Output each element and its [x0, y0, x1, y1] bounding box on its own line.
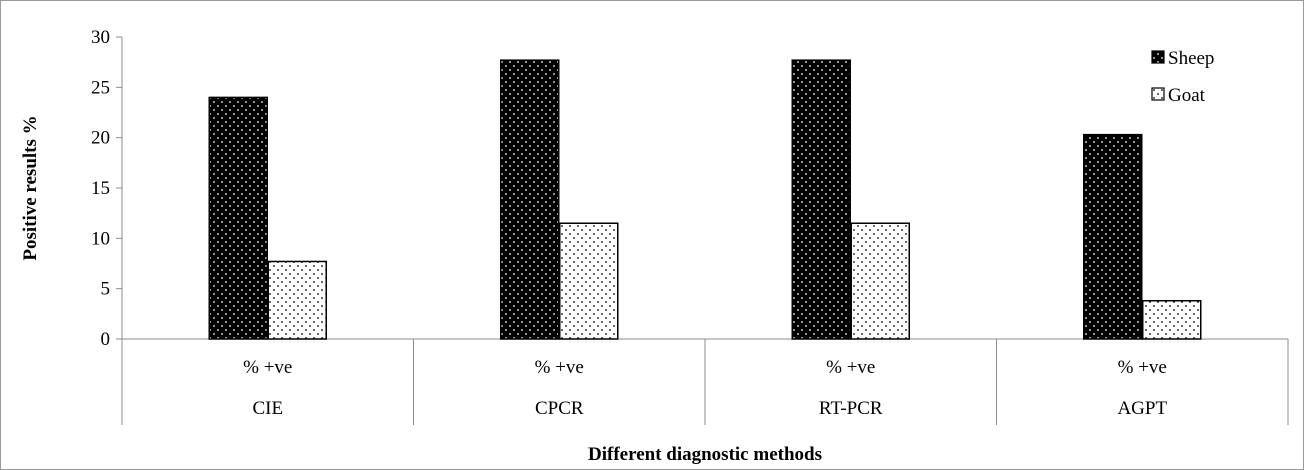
x-axis-title: Different diagnostic methods — [588, 444, 822, 465]
bar-sheep-rt-pcr — [791, 59, 851, 340]
y-tick-label: 15 — [91, 178, 110, 199]
x-group-sublabel: % +ve — [535, 357, 584, 378]
y-tick-label: 5 — [101, 279, 111, 300]
legend-swatch-sheep — [1151, 50, 1165, 64]
bar-sheep-agpt — [1083, 133, 1143, 340]
x-category-label: AGPT — [1117, 398, 1167, 419]
x-category-label: CPCR — [535, 398, 584, 419]
x-group-sublabel: % +ve — [243, 357, 292, 378]
bar-goat-rt-pcr — [850, 222, 910, 340]
legend: Sheep Goat — [1151, 48, 1214, 106]
bar-sheep-cie — [208, 96, 268, 340]
bar-goat-cie — [267, 260, 327, 340]
bar-sheep-cpcr — [500, 59, 560, 340]
legend-label-sheep: Sheep — [1168, 48, 1214, 69]
legend-label-goat: Goat — [1168, 85, 1206, 106]
x-category-label: RT-PCR — [819, 398, 883, 419]
legend-swatch-goat — [1151, 87, 1165, 101]
x-category-label: CIE — [252, 398, 283, 419]
y-tick-label: 30 — [91, 27, 110, 48]
y-tick-label: 10 — [91, 228, 110, 249]
y-tick-label: 25 — [91, 77, 110, 98]
bars — [208, 59, 1202, 340]
x-group-sublabel: % +ve — [1118, 357, 1167, 378]
y-axis: 0 5 10 15 20 25 30 — [91, 27, 123, 350]
x-group-sublabel: % +ve — [826, 357, 875, 378]
y-tick-label: 0 — [101, 329, 111, 350]
bar-goat-agpt — [1142, 299, 1202, 340]
y-axis-title: Positive results % — [20, 115, 41, 260]
bar-goat-cpcr — [559, 222, 619, 340]
y-tick-label: 20 — [91, 128, 110, 149]
